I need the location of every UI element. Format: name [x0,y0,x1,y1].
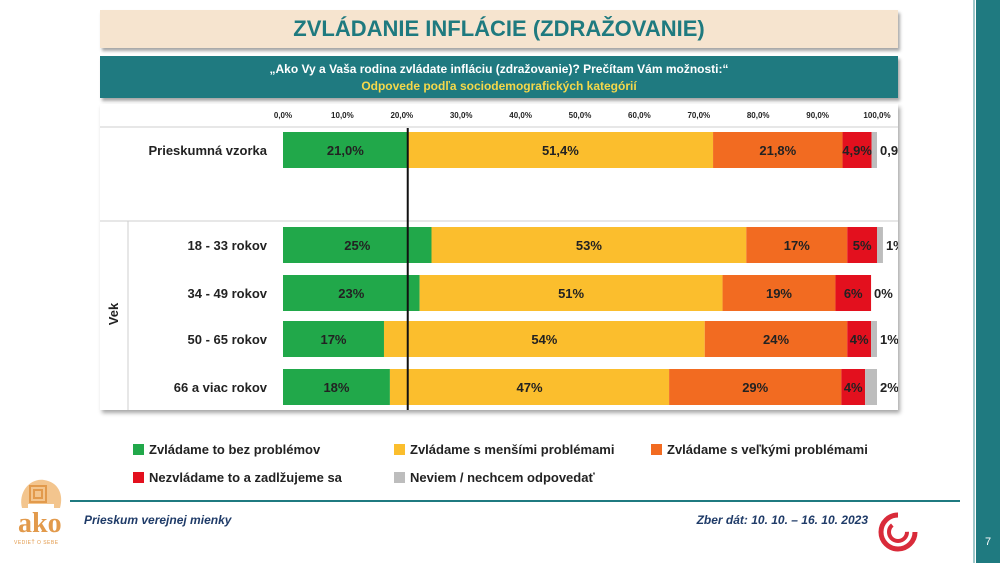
ako-head-icon [21,479,62,508]
x-tick-label: 20,0% [390,111,413,120]
page-number: 7 [984,536,992,548]
x-tick-label: 70,0% [687,111,710,120]
data-label: 4,9% [842,143,872,158]
bar-segment [871,132,877,168]
bar-segment [841,369,866,405]
legend-swatch [394,444,405,455]
x-tick-label: 40,0% [509,111,532,120]
data-label: 4% [850,332,869,347]
right-stripe [976,0,1000,563]
data-label: 17% [320,332,346,347]
category-label: 34 - 49 rokov [188,286,268,301]
data-label: 24% [763,332,789,347]
data-label: 2% [880,380,898,395]
bar-segment [283,369,390,405]
data-label: 18% [323,380,349,395]
bar-segment [669,369,842,405]
x-tick-label: 100,0% [863,111,890,120]
bar-segment [746,227,848,263]
data-label: 5% [853,238,872,253]
legend-swatch [133,472,144,483]
ako-logo-subtext: VEDIEŤ O SEBE [14,540,59,546]
page-title: ZVLÁDANIE INFLÁCIE (ZDRAŽOVANIE) [100,10,898,48]
data-label: 53% [576,238,602,253]
x-tick-label: 30,0% [450,111,473,120]
x-tick-label: 90,0% [806,111,829,120]
bar-segment [877,227,883,263]
data-label: 51,4% [542,143,579,158]
chart-panel: 0,0% 10,0% 20,0% 30,0% 40,0% 50,0% 60,0% 70,0% 8… [100,104,898,410]
legend-item-debt: Nezvládame to a zadlžujeme sa [133,470,342,485]
legend-swatch [394,472,405,483]
data-label: 51% [558,286,584,301]
data-label: 47% [516,380,542,395]
legend-item-dont-know: Neviem / nechcem odpovedať [394,470,595,485]
category-label: 66 a viac rokov [174,380,268,395]
x-tick-label: 0,0% [274,111,292,120]
x-tick-label: 50,0% [569,111,592,120]
ako-logo-text: ako [18,508,62,539]
question-box: „Ako Vy a Vaša rodina zvládate infláciu … [100,56,898,98]
legend-item-major-problems: Zvládame s veľkými problémami [651,442,868,457]
bar-segment [283,275,420,311]
bar-segment [704,321,848,357]
question-subtitle: Odpovede podľa sociodemografických kateg… [361,79,637,93]
bar-segment [283,321,384,357]
footer-divider [70,500,960,502]
data-label: 21,8% [759,143,796,158]
legend-label: Nezvládame to a zadlžujeme sa [149,470,342,485]
x-tick-label: 80,0% [747,111,770,120]
x-tick-label: 10,0% [331,111,354,120]
bar-segment [407,132,714,168]
data-label: 1% [880,332,898,347]
bar-segment [871,321,877,357]
legend-swatch [651,444,662,455]
data-label: 4% [844,380,863,395]
data-label: 19% [766,286,792,301]
legend: Zvládame to bez problémov Zvládame s men… [133,438,913,498]
bar-segment [847,321,872,357]
question-text: „Ako Vy a Vaša rodina zvládate infláciu … [269,62,729,76]
bar-segment [419,275,723,311]
data-label: 29% [742,380,768,395]
data-label: 0,9% [880,143,898,158]
data-label: 21,0% [327,143,364,158]
group-label: Vek [106,302,121,325]
bar-segment [835,275,872,311]
legend-label: Zvládame to bez problémov [149,442,321,457]
swirl-logo-icon [878,512,918,552]
footer-survey-title: Prieskum verejnej mienky [84,513,232,527]
legend-swatch [133,444,144,455]
bar-segment [865,369,877,405]
data-label: 6% [844,286,863,301]
x-tick-label: 60,0% [628,111,651,120]
data-label: 0% [874,286,893,301]
bar-segment [722,275,836,311]
bar-segment [842,132,872,168]
bar-segment [383,321,705,357]
category-label: Prieskumná vzorka [148,143,267,158]
category-label: 50 - 65 rokov [188,332,268,347]
legend-label: Zvládame s menšími problémami [410,442,615,457]
bar-segment [431,227,747,263]
category-label: 18 - 33 rokov [188,238,268,253]
data-label: 1% [886,238,898,253]
legend-label: Zvládame s veľkými problémami [667,442,868,457]
right-stripe-line [973,0,975,563]
legend-item-no-problems: Zvládame to bez problémov [133,442,320,457]
bar-segment [389,369,670,405]
footer-date: Zber dát: 10. 10. – 16. 10. 2023 [696,513,868,527]
bar-segment [847,227,877,263]
bar-segment [713,132,843,168]
data-label: 23% [338,286,364,301]
bar-segment [283,132,408,168]
data-label: 17% [784,238,810,253]
legend-label: Neviem / nechcem odpovedať [410,470,595,485]
stacked-bar-chart: 0,0% 10,0% 20,0% 30,0% 40,0% 50,0% 60,0% 70,0% 8… [100,111,898,410]
data-label: 25% [344,238,370,253]
legend-item-minor-problems: Zvládame s menšími problémami [394,442,614,457]
data-label: 54% [531,332,557,347]
